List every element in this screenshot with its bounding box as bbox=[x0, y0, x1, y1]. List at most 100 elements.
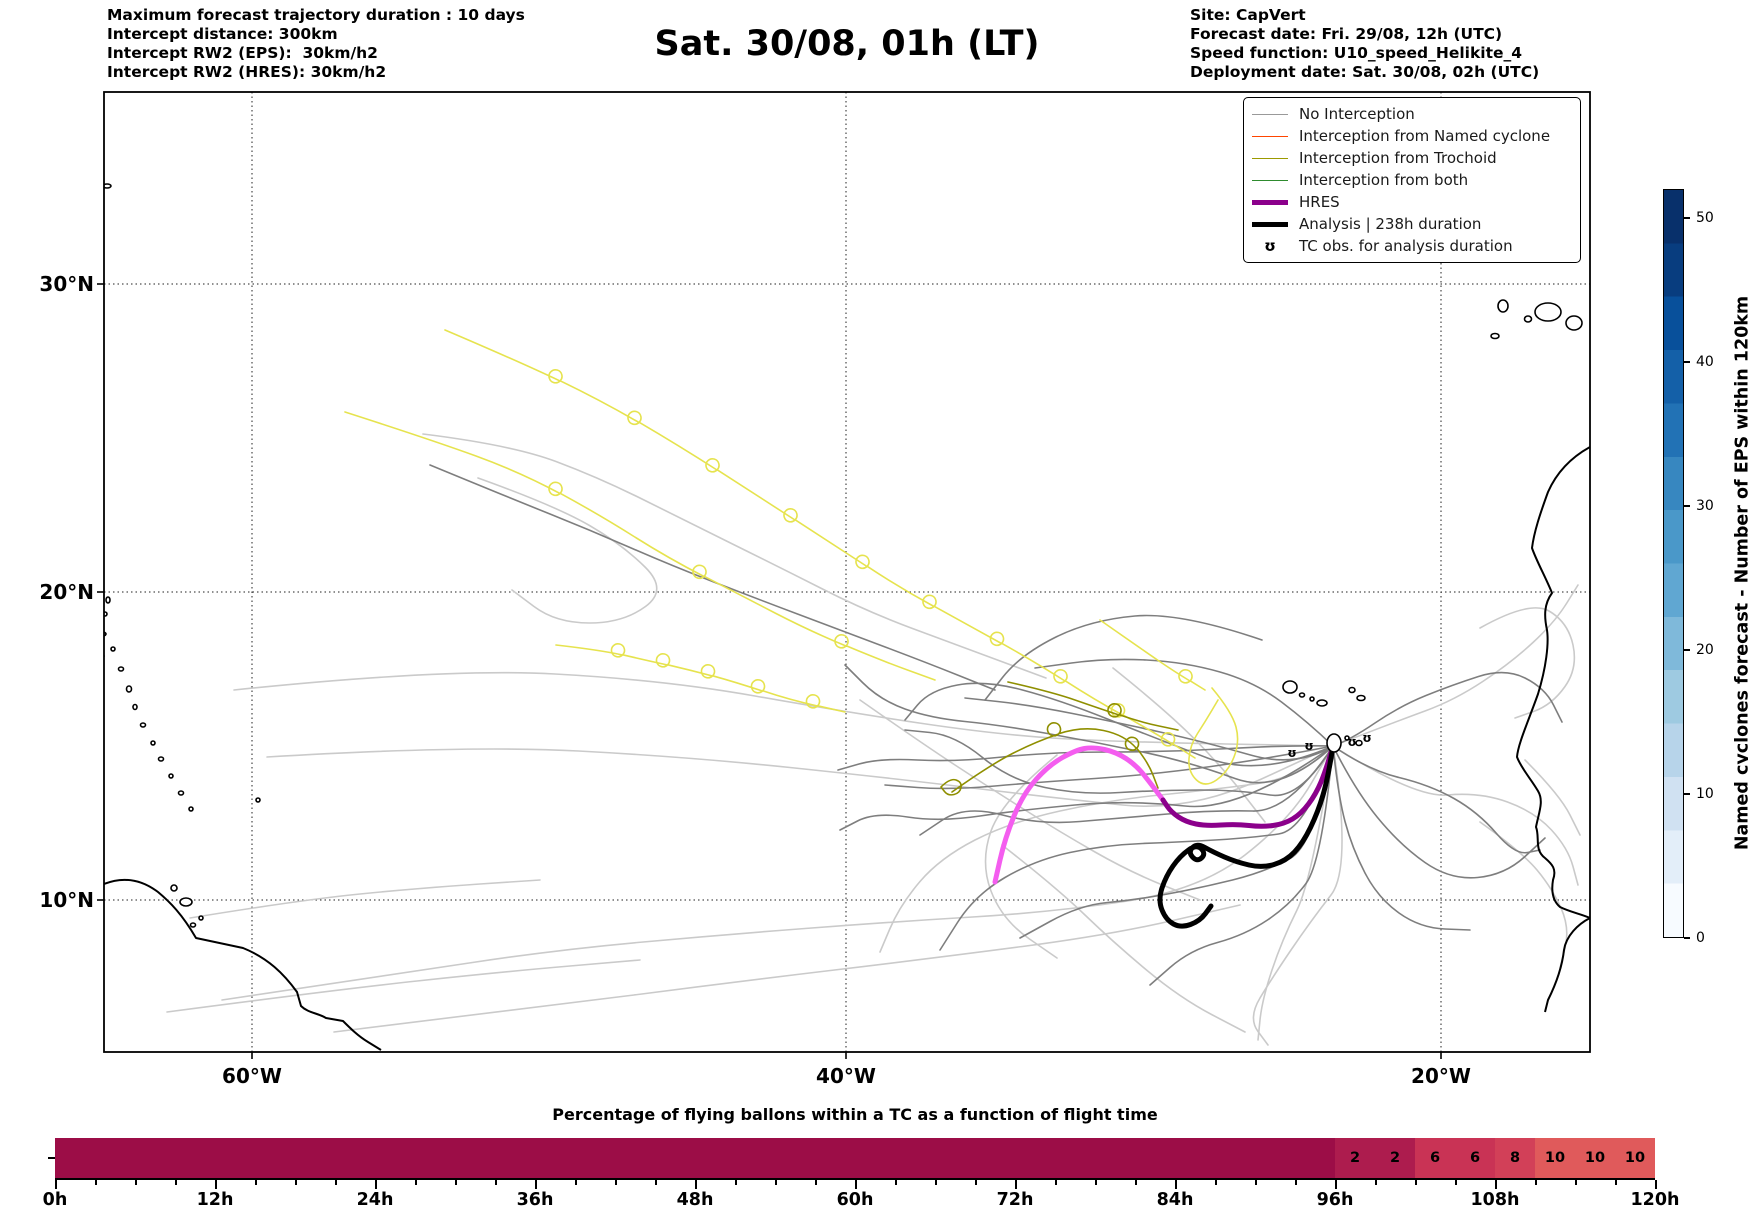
time-minor-tick bbox=[735, 1180, 737, 1185]
trajectory-purple bbox=[1160, 743, 1336, 829]
info-line: Site: CapVert bbox=[1190, 6, 1306, 24]
time-minor-tick bbox=[1135, 1180, 1137, 1185]
trajectory-dark bbox=[1034, 658, 1334, 747]
island bbox=[1497, 299, 1509, 313]
run-config-block: Maximum forecast trajectory duration : 1… bbox=[107, 6, 525, 82]
colorbar-tick-label: 30 bbox=[1696, 498, 1714, 514]
island bbox=[188, 806, 194, 812]
time-major-tick bbox=[1495, 1180, 1497, 1189]
island bbox=[132, 703, 138, 711]
latitude-label: 30°N bbox=[39, 272, 94, 296]
time-major-tick bbox=[215, 1180, 217, 1189]
colorbar-tick-mark bbox=[1684, 649, 1690, 651]
island bbox=[1523, 315, 1533, 323]
trajectory-dark bbox=[919, 745, 1334, 836]
island bbox=[1490, 332, 1500, 340]
island bbox=[177, 790, 185, 796]
island bbox=[170, 884, 178, 892]
colorbar-tick-mark bbox=[1684, 793, 1690, 795]
trajectory-yellow bbox=[344, 411, 936, 681]
trajectory-olive bbox=[1007, 681, 1179, 731]
time-major-tick bbox=[535, 1180, 537, 1189]
colorbar-tick-mark bbox=[1684, 937, 1690, 939]
trajectory-light bbox=[221, 745, 1334, 1001]
percentage-cell: 10 bbox=[1575, 1138, 1615, 1178]
trajectory-light bbox=[422, 433, 1047, 679]
legend-label: Interception from both bbox=[1299, 171, 1469, 189]
trajectory-light bbox=[477, 477, 658, 624]
config-line: Intercept distance: 300km bbox=[107, 25, 338, 43]
time-label: 24h bbox=[356, 1190, 394, 1210]
time-minor-tick bbox=[95, 1180, 97, 1185]
colorbar-label: Named cyclones forecast - Number of EPS … bbox=[1732, 295, 1748, 851]
legend-item: Interception from Named cyclone bbox=[1252, 126, 1572, 147]
island bbox=[1326, 733, 1342, 753]
legend-item: ʊ TC obs. for analysis duration bbox=[1252, 236, 1572, 257]
trajectory-light bbox=[984, 754, 1058, 959]
time-major-tick bbox=[695, 1180, 697, 1189]
island bbox=[110, 646, 116, 652]
island bbox=[1534, 302, 1562, 322]
trajectory-light bbox=[189, 879, 541, 919]
trajectory-light bbox=[1332, 584, 1579, 747]
info-line: Speed function: U10_speed_Helikite_4 bbox=[1190, 44, 1523, 62]
island bbox=[1344, 735, 1350, 741]
trajectory-yellow bbox=[555, 643, 846, 713]
trajectory-dark bbox=[839, 745, 1334, 831]
island bbox=[105, 596, 111, 604]
time-label: 48h bbox=[676, 1190, 714, 1210]
island bbox=[1565, 315, 1583, 331]
legend-line-swatch bbox=[1252, 179, 1288, 181]
trajectory-light bbox=[1479, 821, 1568, 969]
time-minor-tick bbox=[415, 1180, 417, 1185]
legend-line-swatch bbox=[1252, 157, 1288, 159]
time-minor-tick bbox=[1535, 1180, 1537, 1185]
tc-obs-marker: ʊ bbox=[1304, 739, 1313, 753]
legend-label: TC obs. for analysis duration bbox=[1299, 237, 1513, 255]
strip-y-tick bbox=[48, 1157, 55, 1159]
colorbar-tick-label: 10 bbox=[1696, 786, 1714, 802]
island bbox=[255, 797, 261, 803]
time-minor-tick bbox=[895, 1180, 897, 1185]
time-label: 108h bbox=[1470, 1190, 1520, 1210]
trajectory-dark bbox=[884, 745, 1334, 790]
island bbox=[198, 915, 204, 921]
island bbox=[168, 773, 174, 779]
trajectory-light bbox=[266, 745, 1334, 808]
time-label: 120h bbox=[1630, 1190, 1680, 1210]
time-minor-tick bbox=[975, 1180, 977, 1185]
time-minor-tick bbox=[295, 1180, 297, 1185]
legend-label: Analysis | 238h duration bbox=[1299, 215, 1482, 233]
trajectory-light bbox=[1479, 607, 1576, 719]
island bbox=[1282, 680, 1298, 694]
time-minor-tick bbox=[1215, 1180, 1217, 1185]
tc-obs-marker-icon: ʊ bbox=[1264, 237, 1276, 255]
time-major-tick bbox=[55, 1180, 57, 1189]
time-major-tick bbox=[1175, 1180, 1177, 1189]
colorbar-tick-mark bbox=[1684, 217, 1690, 219]
colorbar-tick-mark bbox=[1684, 505, 1690, 507]
trajectory-dark bbox=[1332, 745, 1471, 931]
time-minor-tick bbox=[135, 1180, 137, 1185]
island bbox=[1316, 699, 1328, 707]
legend-label: Interception from Trochoid bbox=[1299, 149, 1497, 167]
time-minor-tick bbox=[1255, 1180, 1257, 1185]
island bbox=[1348, 686, 1356, 694]
trajectory-dark bbox=[964, 697, 1334, 761]
island bbox=[150, 740, 156, 746]
time-label: 72h bbox=[996, 1190, 1034, 1210]
colorbar-strip bbox=[1663, 189, 1684, 938]
trajectory-light bbox=[1257, 745, 1334, 1041]
time-minor-tick bbox=[1575, 1180, 1577, 1185]
config-line: Intercept RW2 (EPS): 30km/h2 bbox=[107, 44, 378, 62]
map-legend: No Interception Interception from Named c… bbox=[1243, 97, 1581, 263]
config-line: Maximum forecast trajectory duration : 1… bbox=[107, 6, 525, 24]
time-minor-tick bbox=[455, 1180, 457, 1185]
trajectory-dark bbox=[1332, 745, 1546, 879]
time-minor-tick bbox=[1375, 1180, 1377, 1185]
island bbox=[125, 685, 133, 693]
trajectory-olive bbox=[951, 722, 1159, 793]
trajectory-light bbox=[233, 671, 1334, 747]
longitude-label: 20°W bbox=[1411, 1064, 1471, 1088]
